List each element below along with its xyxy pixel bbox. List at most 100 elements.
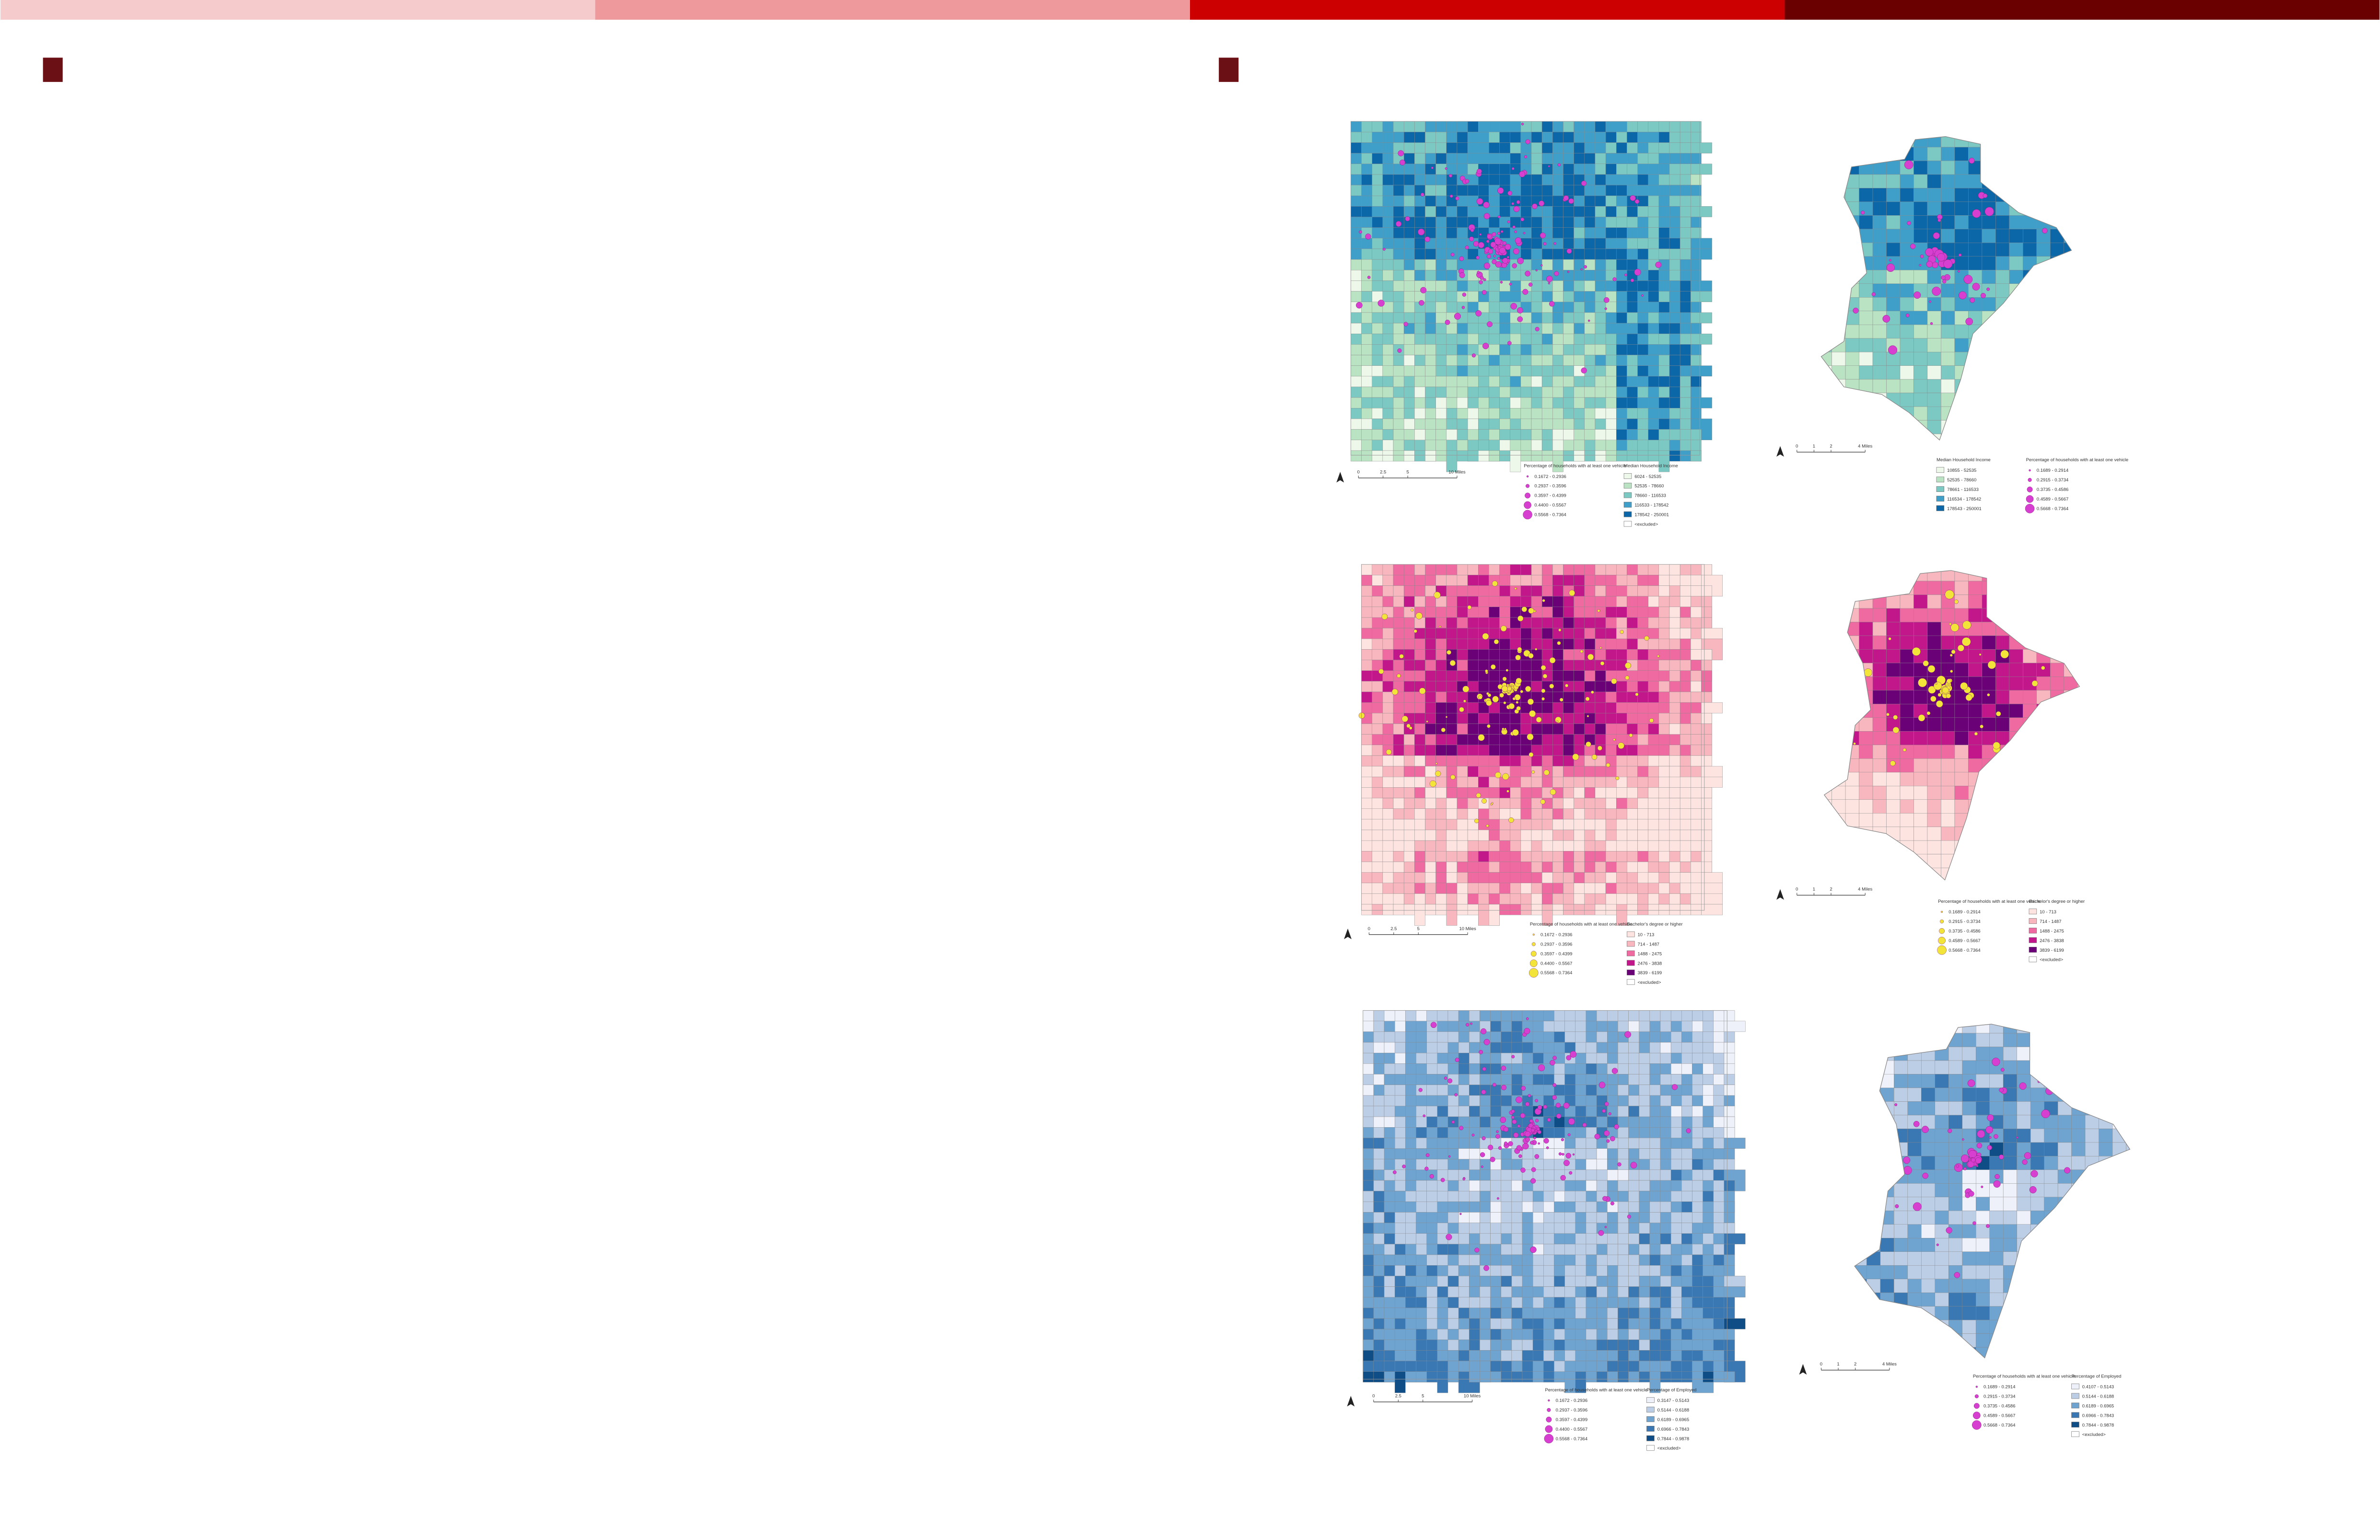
point [1494,772,1501,779]
tract [1595,862,1606,873]
tract [1564,1074,1576,1085]
tract [1373,1212,1385,1223]
point [1541,697,1545,701]
scale-label: 10 Miles [1448,469,1466,475]
tract [1574,291,1585,302]
tract [2023,882,2036,895]
tract [2077,799,2080,814]
tract [1541,419,1553,430]
tract [2023,745,2037,759]
tract [1467,386,1479,398]
north-arrow [1344,928,1352,939]
tract [1627,808,1638,820]
tract [1586,1042,1597,1053]
north-arrow [1336,472,1344,483]
tract [1649,1085,1661,1096]
tract [1954,174,1969,188]
tract [1607,1031,1618,1043]
point [1572,753,1579,760]
tract [1574,713,1585,724]
tract [1886,677,1901,691]
tract [1586,1307,1597,1319]
tract [1437,1307,1448,1319]
tract [1832,406,1846,420]
tract [1541,840,1553,852]
tract [1414,660,1425,671]
tract [1437,1350,1448,1361]
tract [1824,663,1832,677]
tract [1552,259,1563,270]
point [1505,669,1509,672]
legend-swatch [1936,477,1945,483]
tract [1824,799,1832,814]
tract [1713,1063,1725,1074]
tract [1394,1223,1406,1234]
point [1420,287,1427,293]
tract [1872,243,1887,257]
point [1486,700,1492,706]
tract [1552,564,1563,575]
point [1542,599,1545,602]
tract [1927,379,1941,393]
tract [1575,1307,1587,1319]
tract [1627,681,1638,692]
point [1478,242,1484,248]
tract [1658,429,1670,440]
tract [2077,570,2080,595]
point [1892,726,1900,734]
tract [1520,185,1532,196]
tract [1403,702,1415,713]
tract [1982,270,1996,284]
tract [1469,1106,1480,1117]
legend-item: 2476 - 3838 [2040,938,2064,944]
tract [1478,429,1489,440]
tract [1995,608,2010,622]
legend-title: Bachelor's degree or higher [1627,922,1682,927]
tract [1457,808,1468,820]
tract [1457,355,1468,366]
tract [1637,702,1648,713]
tract [1941,283,1955,298]
tract [1627,596,1638,607]
tract [1480,1212,1491,1223]
tract [1531,280,1542,292]
tract [1552,617,1563,629]
tract [1501,1010,1512,1021]
tract [1446,734,1458,746]
point [1406,723,1411,728]
tract [1499,312,1510,324]
tract [2050,406,2065,420]
point [1482,343,1489,350]
tract [1499,607,1510,618]
point [1500,230,1504,233]
tract [2064,215,2072,230]
tract [1532,1318,1544,1330]
tract [1405,1307,1416,1319]
tract [1363,1127,1374,1138]
tract [1584,248,1596,260]
tract [1416,1212,1427,1223]
tract [1469,1180,1480,1191]
tract [1458,1286,1470,1297]
point [1517,257,1524,264]
tract [1649,1297,1661,1308]
tract [1637,142,1648,153]
tract [2064,595,2078,609]
tract [1384,1106,1395,1117]
tract [1821,229,1832,257]
point [1603,297,1610,303]
tract [1501,1350,1512,1361]
tract [1648,142,1659,153]
tract [1584,344,1596,355]
tract [1941,420,1969,434]
point [1861,210,1865,215]
tract [1859,622,1873,636]
tract [1660,1212,1671,1223]
tract [1490,1254,1501,1266]
tract [1532,1074,1544,1085]
tract [1361,333,1372,345]
tract [1713,1297,1725,1308]
tract [1393,851,1404,862]
tract [1616,723,1627,735]
tract [1669,883,1680,894]
